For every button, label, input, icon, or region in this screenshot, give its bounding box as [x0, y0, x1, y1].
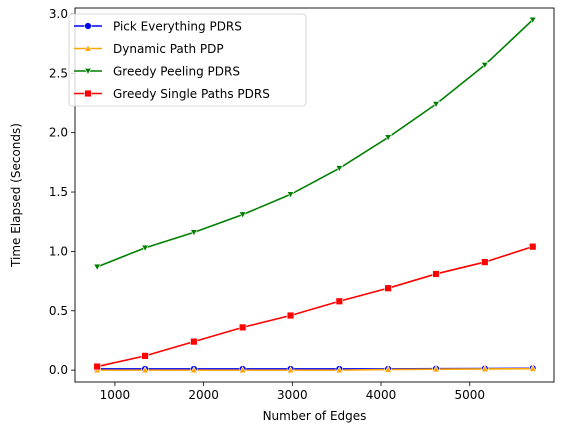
legend-label: Pick Everything PDRS	[113, 20, 242, 34]
legend-item-greedy-single-paths-pdrs: Greedy Single Paths PDRS	[74, 87, 270, 101]
data-point-greedy-single-paths-pdrs	[335, 297, 344, 305]
x-tick-label: 5000	[454, 388, 485, 402]
legend-label: Greedy Single Paths PDRS	[113, 87, 270, 101]
x-tick-label: 1000	[100, 388, 131, 402]
x-axis-label: Number of Edges	[263, 409, 367, 423]
legend-marker	[84, 89, 92, 98]
series-line-greedy-peeling-pdrs	[96, 19, 534, 268]
x-tick-label: 2000	[188, 388, 219, 402]
legend-marker	[84, 44, 92, 52]
y-tick-label: 2.5	[49, 66, 68, 80]
data-point-greedy-peeling-pdrs	[528, 16, 537, 24]
data-point-dynamic-path-pdp	[141, 366, 149, 374]
data-point-dynamic-path-pdp	[335, 366, 344, 374]
data-point-dynamic-path-pdp	[528, 364, 537, 372]
data-point-greedy-peeling-pdrs	[286, 191, 295, 199]
data-point-dynamic-path-pdp	[432, 365, 440, 373]
legend-item-greedy-peeling-pdrs: Greedy Peeling PDRS	[74, 65, 240, 79]
data-point-greedy-single-paths-pdrs	[384, 284, 392, 292]
x-tick-label: 3000	[277, 388, 308, 402]
data-point-greedy-peeling-pdrs	[384, 134, 393, 142]
legend-item-dynamic-path-pdp: Dynamic Path PDP	[74, 42, 224, 56]
y-tick-label: 1.0	[49, 244, 68, 258]
data-point-greedy-peeling-pdrs	[238, 211, 247, 219]
data-point-greedy-peeling-pdrs	[93, 263, 102, 271]
series-lines	[96, 19, 534, 371]
data-point-greedy-peeling-pdrs	[432, 101, 440, 109]
data-point-greedy-peeling-pdrs	[189, 229, 198, 237]
data-point-dynamic-path-pdp	[286, 366, 295, 374]
series-line-greedy-single-paths-pdrs	[97, 245, 533, 368]
data-point-greedy-single-paths-pdrs	[93, 362, 101, 371]
data-point-greedy-single-paths-pdrs	[238, 323, 247, 332]
y-axis: 0.0 0.5 1.0 1.5 2.0 2.5 3.0	[49, 7, 75, 377]
data-point-greedy-peeling-pdrs	[141, 244, 149, 252]
y-tick-label: 2.0	[49, 126, 68, 140]
y-tick-label: 0.5	[49, 304, 68, 318]
series-markers	[93, 16, 537, 374]
x-axis: 1000 2000 3000 4000 5000	[100, 382, 485, 402]
data-point-greedy-single-paths-pdrs	[529, 242, 537, 251]
legend-marker	[84, 67, 92, 76]
plot-frame	[74, 7, 555, 383]
data-point-dynamic-path-pdp	[480, 364, 489, 372]
data-point-dynamic-path-pdp	[384, 365, 393, 373]
series-line-dynamic-path-pdp	[97, 367, 533, 371]
data-point-dynamic-path-pdp	[189, 366, 198, 374]
y-tick-label: 0.0	[49, 363, 68, 377]
data-point-greedy-single-paths-pdrs	[432, 270, 440, 278]
y-axis-label: Time Elapsed (Seconds)	[9, 123, 23, 268]
data-point-dynamic-path-pdp	[238, 366, 247, 374]
data-point-greedy-single-paths-pdrs	[141, 352, 149, 360]
data-point-greedy-peeling-pdrs	[335, 165, 344, 173]
x-tick-label: 4000	[366, 388, 397, 402]
legend-label: Greedy Peeling PDRS	[113, 65, 240, 79]
legend-frame	[68, 13, 307, 107]
legend-marker	[84, 22, 92, 30]
data-point-greedy-single-paths-pdrs	[481, 258, 489, 266]
legend-label: Dynamic Path PDP	[113, 42, 224, 56]
y-tick-label: 1.5	[49, 185, 68, 199]
legend-item-pick-everything-pdrs: Pick Everything PDRS	[74, 20, 242, 34]
data-point-greedy-single-paths-pdrs	[190, 337, 198, 346]
legend: Pick Everything PDRS Dynamic Path PDP Gree…	[68, 13, 307, 107]
data-point-greedy-single-paths-pdrs	[286, 311, 295, 320]
data-point-greedy-peeling-pdrs	[480, 61, 489, 70]
y-tick-label: 3.0	[49, 7, 68, 21]
